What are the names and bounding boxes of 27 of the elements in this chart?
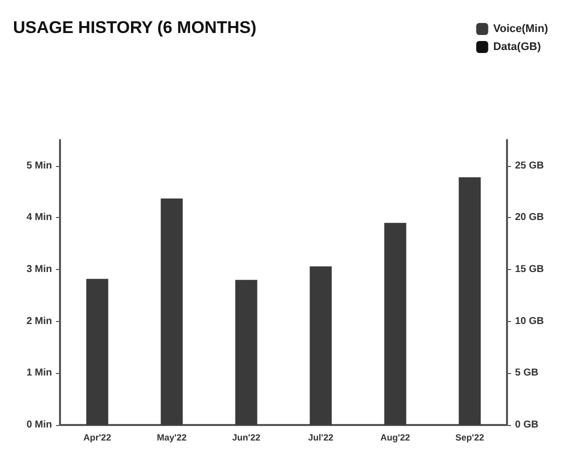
x-tick-label: Aug'22 [380,432,410,442]
y2-tick-label: 15 GB [515,264,544,276]
y-tick-label: 3 Min [26,264,52,276]
bar [384,222,406,425]
bar [86,278,108,425]
bar [235,280,258,425]
y-tick-label: 5 Min [26,160,52,172]
y2-tick-label: 0 GB [515,420,538,430]
y2-tick-label: 5 GB [515,368,538,379]
y2-tick-label: 20 GB [515,212,544,224]
x-tick-label: Sep'22 [455,432,484,442]
y-tick-label: 1 Min [26,368,52,379]
x-tick-label: May'22 [156,432,187,442]
x-tick-label: Apr'22 [83,432,112,442]
y-tick-label: 2 Min [26,316,52,327]
y-tick-label: 0 Min [26,420,52,430]
y-tick-label: 4 Min [26,212,52,224]
x-tick-label: Jun'22 [232,432,260,442]
legend-label: Data(GB) [493,41,542,53]
y2-tick-label: 25 GB [515,160,544,172]
x-tick-label: Jul'22 [308,432,334,442]
bar [160,198,183,425]
legend-label: Voice(Min) [493,23,548,35]
chart-title: USAGE HISTORY (6 MONTHS) [13,18,256,37]
bar [310,266,332,425]
bar [458,177,481,425]
y2-tick-label: 10 GB [515,316,544,327]
